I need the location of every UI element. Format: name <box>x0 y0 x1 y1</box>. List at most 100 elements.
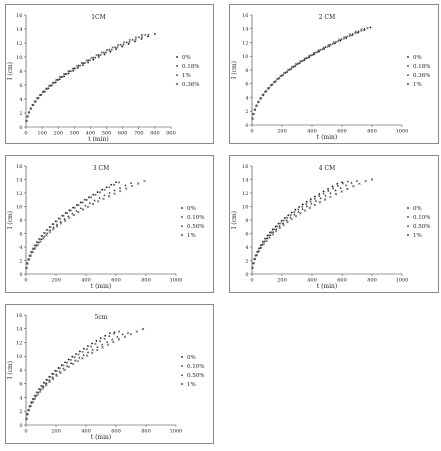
data-point <box>31 103 34 107</box>
data-point <box>265 239 268 243</box>
legend-marker <box>406 82 410 86</box>
data-point <box>71 67 74 70</box>
x-tick-label: 0 <box>250 129 253 135</box>
legend-label: 0.10% <box>187 364 204 370</box>
data-point <box>81 350 84 353</box>
data-point <box>52 228 55 231</box>
data-point <box>100 188 104 191</box>
data-point <box>108 48 111 51</box>
x-tick-label: 0 <box>24 131 27 137</box>
data-point <box>114 181 118 184</box>
data-point <box>327 190 330 192</box>
data-point <box>86 351 90 354</box>
data-point <box>52 223 55 226</box>
data-point <box>277 222 280 225</box>
data-point <box>86 344 90 348</box>
chart-panel-4cm: 0 200 400 600 800 1000 0 2 4 6 8 10 12 14 16 t (min) I (… <box>229 155 439 293</box>
data-point <box>286 216 289 219</box>
data-point <box>348 35 351 37</box>
data-point <box>297 205 301 209</box>
x-tick-label: 800 <box>150 131 160 137</box>
data-point <box>33 100 37 103</box>
data-point <box>366 27 369 29</box>
data-point <box>105 51 107 54</box>
data-point <box>113 192 116 195</box>
data-point <box>125 40 128 44</box>
y-tick-label: 10 <box>242 204 248 210</box>
data-point <box>90 345 92 348</box>
x-tick-label: 1000 <box>170 429 183 435</box>
data-point <box>103 53 106 56</box>
data-point <box>63 368 66 372</box>
data-point <box>69 209 72 212</box>
data-point <box>327 43 330 47</box>
y-tick-label: 4 <box>245 95 248 101</box>
data-point <box>303 57 306 60</box>
y-tick-label: 12 <box>16 340 22 346</box>
data-point <box>26 115 29 118</box>
chart-panel-1cm: 0 100 200 300 400 500 600 700 800 900 0 2 4 6 8 10 12 14 1… <box>5 4 214 144</box>
data-point <box>255 104 258 108</box>
data-point <box>257 100 260 104</box>
data-point <box>94 56 97 59</box>
data-point <box>46 379 49 381</box>
data-point <box>66 212 68 215</box>
data-point <box>43 232 46 234</box>
x-tick-label: 0 <box>250 278 253 284</box>
y-tick-label: 16 <box>242 164 248 170</box>
x-tick-label: 400 <box>307 129 317 135</box>
data-point <box>108 186 111 189</box>
data-point <box>253 257 257 261</box>
data-point <box>262 242 265 246</box>
x-tick-label: 600 <box>111 429 121 435</box>
data-point <box>89 59 91 62</box>
legend-label: 0.18% <box>182 64 199 70</box>
y-tick-label: 0 <box>19 125 22 131</box>
data-point <box>334 192 338 196</box>
data-point <box>102 197 105 201</box>
data-point <box>41 387 45 390</box>
data-point <box>39 388 42 391</box>
data-point <box>85 354 89 357</box>
data-point <box>99 191 101 194</box>
y-tick-label: 8 <box>19 69 22 75</box>
data-point <box>27 408 31 411</box>
data-point <box>59 75 62 79</box>
data-point <box>83 198 86 201</box>
x-tick-label: 300 <box>70 131 80 137</box>
data-point <box>370 178 374 181</box>
data-point <box>71 355 74 358</box>
data-point <box>25 417 28 420</box>
data-point <box>336 182 339 185</box>
data-point <box>342 182 344 185</box>
data-point <box>261 93 264 97</box>
data-point <box>38 93 42 97</box>
legend-label: 0.50% <box>187 373 204 379</box>
data-point <box>105 186 108 189</box>
y-tick-label: 0 <box>245 272 248 278</box>
data-point <box>25 266 28 270</box>
data-point <box>369 26 372 29</box>
data-point <box>272 80 276 84</box>
x-tick-label: 1000 <box>396 278 409 284</box>
data-point <box>49 229 52 232</box>
data-point <box>42 237 45 240</box>
data-point <box>282 223 285 227</box>
data-point <box>66 361 68 364</box>
data-point <box>305 200 308 203</box>
data-point <box>289 216 292 219</box>
data-point <box>297 210 300 213</box>
data-point <box>110 48 113 51</box>
legend-label: 1% <box>413 82 422 88</box>
x-tick-label: 600 <box>337 129 347 135</box>
data-point <box>91 342 94 345</box>
data-point <box>321 48 324 51</box>
data-point <box>275 227 278 230</box>
data-point <box>118 186 122 189</box>
legend-marker <box>406 55 410 59</box>
data-point <box>251 117 254 120</box>
data-point <box>351 32 354 35</box>
data-point <box>303 209 307 212</box>
data-point <box>84 62 86 64</box>
data-point <box>76 359 79 363</box>
